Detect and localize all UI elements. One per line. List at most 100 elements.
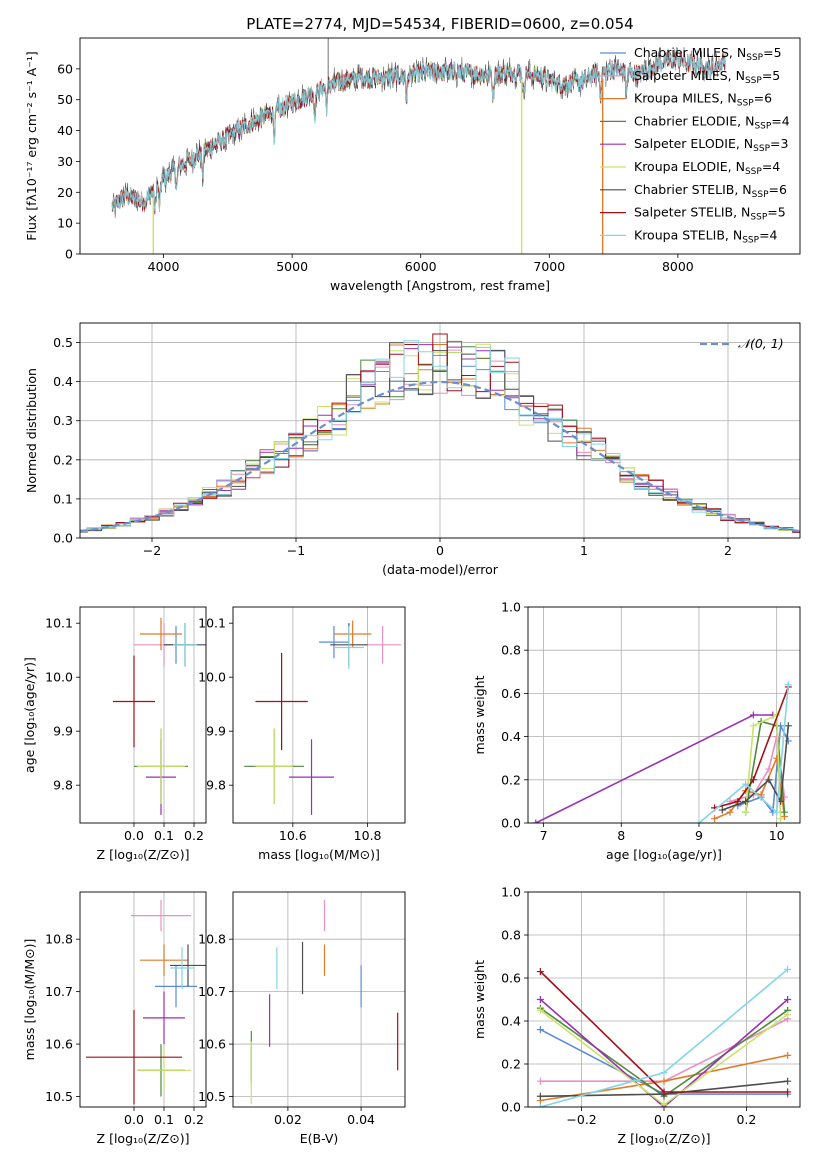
y-tick-label: 10.5 bbox=[45, 1089, 73, 1104]
x-tick-label: 0.0 bbox=[654, 1112, 674, 1127]
y-tick-label: 30 bbox=[57, 154, 73, 169]
y-tick-label: 10.1 bbox=[45, 616, 73, 631]
y-tick-label: 10 bbox=[57, 216, 73, 231]
figure-title: PLATE=2774, MJD=54534, FIBERID=0600, z=0… bbox=[246, 15, 633, 33]
weight-marker-salp_stelib bbox=[536, 968, 544, 976]
legend-value: =4 bbox=[771, 113, 789, 128]
y-tick-label: 0.5 bbox=[53, 335, 73, 350]
legend-value: =5 bbox=[763, 45, 781, 60]
legend-label: Kroupa ELODIE, N bbox=[634, 159, 745, 174]
y-tick-label: 10.1 bbox=[198, 616, 226, 631]
weight-marker-salp_elodie bbox=[749, 711, 757, 719]
y-tick-label: 0.3 bbox=[53, 413, 73, 428]
y-tick-label: 0.0 bbox=[501, 816, 521, 831]
weight-marker-chab_stelib bbox=[742, 797, 750, 805]
weight-line-salp_elodie bbox=[539, 998, 789, 1107]
weight-marker-salp_elodie bbox=[536, 996, 544, 1003]
x-tick-label: 7000 bbox=[533, 259, 565, 274]
legend-label: Chabrier STELIB, N bbox=[634, 182, 752, 197]
y-tick-label: 9.9 bbox=[206, 724, 226, 739]
weight-marker-krou_elodie bbox=[742, 808, 750, 816]
weight-marker-salp_miles bbox=[536, 1077, 544, 1085]
x-tick-label: 7 bbox=[540, 828, 548, 843]
plot-area-ebv_mass bbox=[250, 899, 399, 1105]
legend-entry: Chabrier MILES, NSSP=5 bbox=[634, 45, 782, 63]
legend-entry: Chabrier STELIB, NSSP=6 bbox=[634, 182, 787, 200]
weight-marker-krou_stelib bbox=[695, 819, 703, 823]
weight-marker-krou_miles bbox=[660, 1077, 668, 1085]
axes-age_weight: 7 8 9 10 0.0 0.2 0.4 0.6 0.8 1.0 age [log₁₀(age/yr… bbox=[472, 600, 801, 862]
y-tick-label: 0.4 bbox=[501, 729, 521, 744]
axes-frame bbox=[527, 606, 801, 824]
axes-ebv_mass: 0.02 0.04 10.5 10.6 10.7 10.8 E(B-V) bbox=[198, 891, 406, 1146]
legend-subscript: SSP bbox=[745, 76, 762, 86]
legend-label: Kroupa MILES, N bbox=[634, 91, 737, 106]
legend-value: =6 bbox=[769, 182, 787, 197]
y-tick-label: 10.0 bbox=[45, 670, 73, 685]
x-tick-label: 0.0 bbox=[124, 828, 144, 843]
weight-marker-chab_stelib bbox=[718, 806, 726, 814]
weight-line-salp_stelib bbox=[714, 686, 790, 809]
y-tick-label: 10.7 bbox=[198, 984, 226, 999]
y-tick-label: 0.2 bbox=[501, 772, 521, 787]
weight-marker-krou_stelib bbox=[660, 1069, 668, 1077]
weight-marker-chab_stelib bbox=[784, 722, 792, 730]
y-axis-label: Flux [fλ10⁻¹⁷ erg cm⁻² s⁻¹ A⁻¹] bbox=[24, 51, 39, 240]
x-tick-label: 1 bbox=[580, 543, 588, 558]
axes-mass_age: 10.6 10.8 9.8 9.9 10.0 10.1 mass [log₁₀(M/M⊙)] bbox=[198, 606, 406, 862]
weight-marker-krou_elodie bbox=[536, 1006, 544, 1014]
weight-marker-chab_stelib bbox=[784, 1077, 792, 1085]
y-tick-label: 0.4 bbox=[53, 374, 73, 389]
weight-marker-krou_stelib bbox=[742, 780, 750, 788]
legend-entry: Kroupa ELODIE, NSSP=4 bbox=[634, 159, 780, 177]
y-tick-label: 1.0 bbox=[501, 885, 521, 900]
legend-subscript: SSP bbox=[754, 121, 771, 131]
weight-marker-krou_miles bbox=[711, 815, 719, 823]
y-tick-label: 0.4 bbox=[501, 1014, 521, 1029]
y-tick-label: 9.8 bbox=[53, 778, 73, 793]
x-tick-label: −1 bbox=[287, 543, 305, 558]
legend-label: Salpeter STELIB, N bbox=[634, 205, 750, 220]
y-tick-label: 10.5 bbox=[198, 1089, 226, 1104]
y-tick-label: 0.8 bbox=[501, 928, 521, 943]
weight-marker-krou_stelib bbox=[784, 681, 792, 689]
axes-z_age: 0.0 0.1 0.2 9.8 9.9 10.0 10.1 Z [log₁₀(Z/Z⊙)] ag… bbox=[22, 606, 207, 862]
legend-label: Salpeter MILES, N bbox=[634, 68, 745, 83]
y-tick-label: 10.6 bbox=[198, 1037, 226, 1052]
y-tick-label: 0.8 bbox=[501, 643, 521, 658]
x-tick-label: 8000 bbox=[662, 259, 694, 274]
x-axis-label: mass [log₁₀(M/M⊙)] bbox=[258, 847, 380, 862]
y-tick-label: 9.9 bbox=[53, 724, 73, 739]
x-tick-label: 10.8 bbox=[354, 828, 382, 843]
y-tick-label: 1.0 bbox=[501, 600, 521, 615]
x-tick-label: 10.6 bbox=[279, 828, 307, 843]
y-axis-label: mass weight bbox=[472, 960, 487, 1039]
weight-marker-salp_stelib bbox=[734, 797, 742, 805]
axes-frame bbox=[79, 891, 207, 1108]
legend-subscript: SSP bbox=[753, 144, 770, 154]
y-tick-label: 10.0 bbox=[198, 670, 226, 685]
histogram-krou_stelib bbox=[80, 340, 800, 533]
weight-marker-krou_elodie bbox=[777, 815, 785, 823]
weight-marker-krou_miles bbox=[726, 808, 734, 816]
y-axis-label: age [log₁₀(age/yr)] bbox=[22, 657, 37, 773]
weight-marker-krou_stelib bbox=[773, 808, 781, 816]
axes-residuals: −2 −1 0 1 2 0.0 0.1 0.2 0.3 0.4 0.5 (data-model)/er… bbox=[24, 322, 801, 577]
histogram-salp_stelib bbox=[80, 333, 800, 533]
y-tick-label: 10.6 bbox=[45, 1037, 73, 1052]
legend-subscript: SSP bbox=[742, 235, 759, 245]
x-tick-label: 8 bbox=[617, 828, 625, 843]
legend-subscript: SSP bbox=[746, 53, 763, 63]
legend-value: =5 bbox=[762, 68, 780, 83]
y-axis-label: Normed distribution bbox=[24, 368, 39, 493]
legend-label: Kroupa STELIB, N bbox=[634, 227, 742, 242]
y-tick-label: 10.8 bbox=[45, 932, 73, 947]
legend-label: Chabrier MILES, N bbox=[634, 45, 746, 60]
weight-marker-chab_miles bbox=[536, 1026, 544, 1034]
weight-marker-salp_stelib bbox=[749, 776, 757, 784]
plot-area-age_weight bbox=[532, 681, 792, 823]
weight-marker-chab_elodie bbox=[780, 808, 788, 816]
x-axis-label: Z [log₁₀(Z/Z⊙)] bbox=[97, 847, 190, 862]
x-tick-label: 0 bbox=[436, 543, 444, 558]
legend-value: =4 bbox=[762, 159, 780, 174]
